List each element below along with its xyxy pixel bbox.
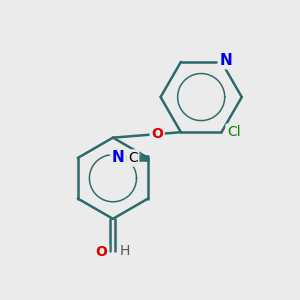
Text: H: H (120, 244, 130, 258)
Text: C: C (128, 151, 138, 165)
Text: N: N (112, 150, 124, 165)
Text: O: O (96, 245, 108, 260)
Text: Cl: Cl (227, 125, 241, 139)
Text: O: O (151, 127, 163, 141)
Text: N: N (219, 52, 232, 68)
